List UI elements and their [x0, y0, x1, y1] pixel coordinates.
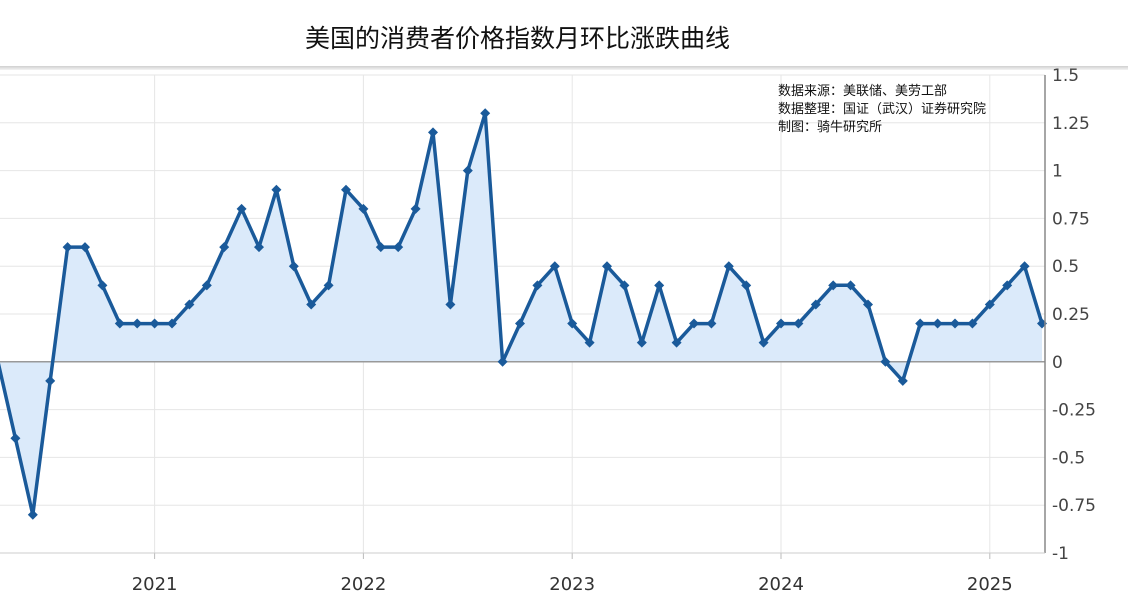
- source-line-1: 数据来源：美联储、美劳工部: [778, 84, 948, 99]
- data-point: [1019, 261, 1030, 272]
- data-point: [636, 337, 647, 348]
- data-point: [776, 318, 786, 329]
- data-point: [219, 242, 230, 253]
- data-point: [689, 318, 699, 329]
- y-tick-label: -0.5: [1052, 448, 1085, 468]
- x-tick-label: 2021: [132, 574, 178, 595]
- data-point: [497, 356, 508, 367]
- data-point: [915, 318, 926, 329]
- data-point: [149, 318, 160, 329]
- data-point: [80, 242, 90, 253]
- data-point: [793, 318, 804, 329]
- x-tick-label: 2025: [967, 574, 1013, 595]
- data-point: [45, 375, 56, 386]
- data-point: [114, 318, 125, 329]
- data-point: [863, 299, 873, 310]
- data-point: [236, 203, 247, 214]
- y-tick-label: 0.25: [1052, 305, 1090, 325]
- data-point: [984, 299, 995, 310]
- area-layer: [0, 113, 1045, 515]
- data-point: [828, 280, 839, 291]
- header-divider: [0, 66, 1128, 70]
- data-point: [619, 280, 630, 291]
- data-point: [10, 433, 21, 444]
- x-tick-label: 2024: [758, 574, 804, 595]
- y-tick-label: -0.75: [1052, 496, 1096, 516]
- data-point: [288, 261, 299, 272]
- series-area: [0, 113, 1042, 515]
- y-tick-label: 1.5: [1052, 66, 1079, 86]
- y-tick-label: 1: [1052, 162, 1063, 182]
- data-point: [584, 337, 595, 348]
- data-point: [671, 337, 682, 348]
- data-point: [897, 375, 908, 386]
- data-point: [515, 318, 525, 329]
- data-point: [967, 318, 978, 329]
- data-point: [932, 318, 943, 329]
- data-point: [410, 203, 421, 214]
- source-line-3: 制图：骑牛研究所: [778, 120, 883, 135]
- data-point: [602, 261, 612, 272]
- marker-layer: [10, 108, 1047, 520]
- data-point: [445, 299, 456, 310]
- data-point: [358, 203, 369, 214]
- data-point: [480, 108, 491, 119]
- y-tick-label: 1.25: [1052, 114, 1090, 134]
- source-line-2: 数据整理：国证（武汉）证券研究院: [778, 102, 987, 117]
- data-point: [393, 242, 404, 253]
- data-point: [462, 165, 473, 176]
- data-point: [254, 242, 264, 253]
- data-point: [184, 299, 195, 310]
- y-tick-label: 0: [1052, 353, 1063, 373]
- data-point: [654, 280, 665, 291]
- data-point: [723, 261, 734, 272]
- data-point: [375, 242, 386, 253]
- data-point: [880, 356, 891, 367]
- x-tick-label: 2023: [549, 574, 595, 595]
- data-point: [950, 318, 960, 329]
- data-point: [810, 299, 821, 310]
- data-point: [97, 280, 108, 291]
- data-point: [741, 280, 752, 291]
- y-tick-label: -1: [1052, 544, 1069, 564]
- data-point: [271, 184, 282, 195]
- data-point: [549, 261, 560, 272]
- data-point: [567, 318, 578, 329]
- data-point: [62, 242, 73, 253]
- chart-title: 美国的消费者价格指数月环比涨跌曲线: [304, 24, 730, 53]
- x-tick-label: 2022: [340, 574, 386, 595]
- axis-layer: 1.5 1.25 1 0.75 0.5 0.25 0 -0.25 -0.5 -0.75 -1 2021…: [0, 66, 1096, 595]
- y-tick-label: 0.75: [1052, 209, 1090, 229]
- data-point: [706, 318, 717, 329]
- data-point: [758, 337, 769, 348]
- data-point: [428, 127, 438, 138]
- data-point: [845, 280, 856, 291]
- data-point: [132, 318, 143, 329]
- y-tick-label: 0.5: [1052, 257, 1079, 277]
- data-point: [532, 280, 543, 291]
- source-annotation: 数据来源：美联储、美劳工部 数据整理：国证（武汉）证券研究院 制图：骑牛研究所: [778, 83, 986, 137]
- data-point: [201, 280, 212, 291]
- data-point: [27, 509, 38, 520]
- data-point: [1002, 280, 1013, 291]
- data-point: [167, 318, 177, 329]
- data-point: [323, 280, 334, 291]
- y-tick-label: -0.25: [1052, 401, 1096, 421]
- data-point: [306, 299, 317, 310]
- data-point: [341, 184, 351, 195]
